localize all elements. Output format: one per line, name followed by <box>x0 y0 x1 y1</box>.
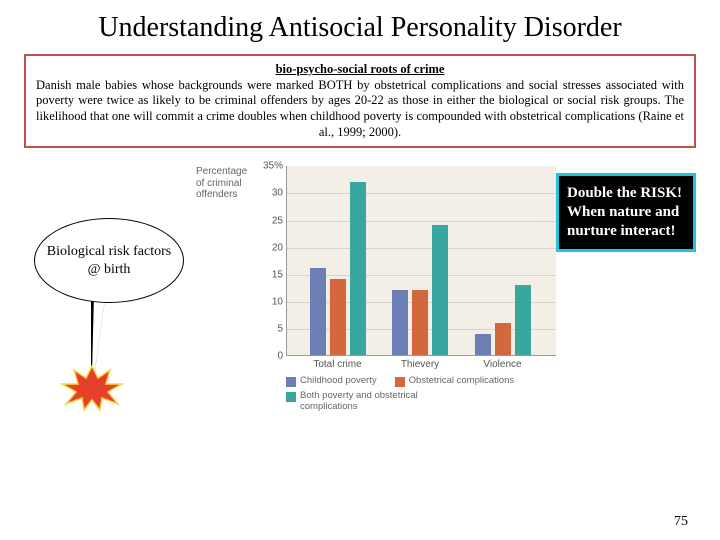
bar <box>350 182 366 356</box>
x-category-label: Violence <box>463 359 543 370</box>
y-tick-label: 25 <box>272 215 283 226</box>
legend-swatch <box>395 377 405 387</box>
legend-swatch <box>286 377 296 387</box>
legend-swatch <box>286 392 296 402</box>
bar <box>432 225 448 355</box>
page-number: 75 <box>674 514 688 530</box>
y-tick-label: 0 <box>277 351 283 362</box>
y-tick-label: 10 <box>272 297 283 308</box>
y-axis-label: Percentage of criminal offenders <box>196 166 247 201</box>
crime-chart: Percentage of criminal offenders 0 5 10 15 2… <box>196 158 566 418</box>
page-title: Understanding Antisocial Personality Dis… <box>0 0 720 48</box>
info-box: bio-psycho-social roots of crime Danish … <box>24 54 696 148</box>
bar <box>392 290 408 355</box>
burst-shape <box>62 366 122 410</box>
callout-text: Biological risk factors @ birth <box>43 243 175 278</box>
legend-item: Obstetrical complications <box>395 376 515 387</box>
legend-item: Childhood poverty <box>286 376 377 387</box>
legend-item: Both poverty and obstetrical complicatio… <box>286 391 430 412</box>
ylab3: offenders <box>196 189 238 200</box>
biological-callout: Biological risk factors @ birth <box>34 218 184 303</box>
bar <box>475 334 491 356</box>
x-category-label: Thievery <box>380 359 460 370</box>
bar <box>515 285 531 356</box>
bar <box>495 323 511 356</box>
plot-area: 05101520253035%Total crimeThieveryViolen… <box>286 166 556 356</box>
content-row: Biological risk factors @ birth Percenta… <box>24 158 696 418</box>
ylab2: of criminal <box>196 178 242 189</box>
bar-group: Violence <box>475 285 531 356</box>
legend-label: Both poverty and obstetrical complicatio… <box>300 391 430 412</box>
bar-group: Thievery <box>392 225 448 355</box>
bar <box>412 290 428 355</box>
bar-group: Total crime <box>310 182 366 356</box>
y-tick-label: 30 <box>272 188 283 199</box>
info-body: Danish male babies whose backgrounds wer… <box>36 78 684 141</box>
legend-label: Obstetrical complications <box>409 376 515 386</box>
y-tick-label: 20 <box>272 242 283 253</box>
chart-legend: Childhood poverty Obstetrical complicatio… <box>286 376 606 412</box>
legend-label: Childhood poverty <box>300 376 377 386</box>
x-category-label: Total crime <box>298 359 378 370</box>
bar <box>310 268 326 355</box>
info-subtitle: bio-psycho-social roots of crime <box>36 62 684 78</box>
y-tick-label: 5 <box>277 324 283 335</box>
y-tick-label: 35% <box>263 161 283 172</box>
burst-icon <box>60 364 124 412</box>
y-tick-label: 15 <box>272 269 283 280</box>
risk-callout: Double the RISK! When nature and nurture… <box>556 173 696 251</box>
risk-text: Double the RISK! When nature and nurture… <box>567 185 682 239</box>
ylab1: Percentage <box>196 166 247 177</box>
bar <box>330 279 346 355</box>
